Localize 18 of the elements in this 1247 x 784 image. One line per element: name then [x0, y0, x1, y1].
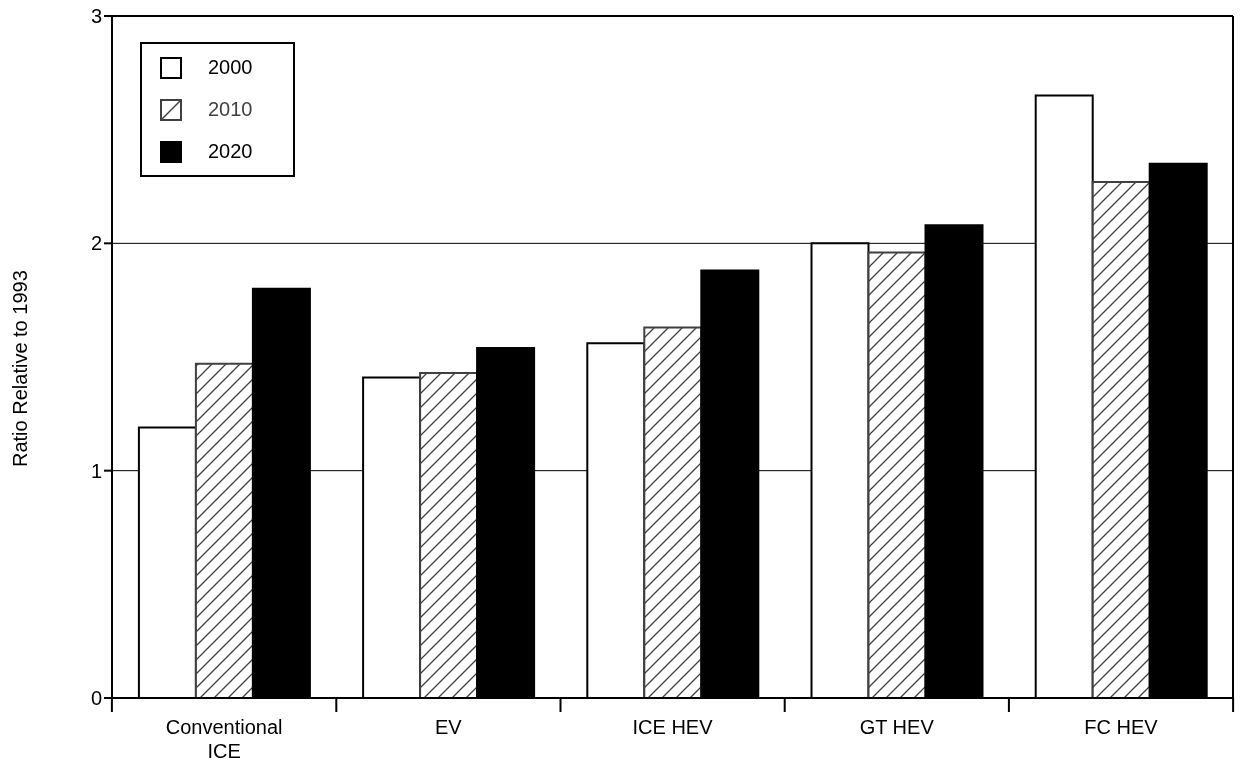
y-axis-title: Ratio Relative to 1993 [9, 270, 32, 467]
y-tick-label: 2 [90, 232, 102, 255]
x-tick-label: GT HEV [859, 716, 935, 738]
bar [194, 362, 254, 698]
bar [1091, 180, 1151, 698]
legend-label: 2000 [208, 56, 253, 79]
bar [643, 326, 703, 698]
legend-label: 2020 [208, 140, 253, 163]
x-tick-label: Conventional ICE [165, 716, 283, 762]
text: 2010 [208, 98, 253, 121]
y-tick-label: 3 [90, 5, 102, 28]
bar [867, 251, 927, 698]
y-tick-label: 1 [90, 459, 102, 482]
x-tick-label: ICE HEV [632, 716, 714, 738]
x-tick-label: EV [434, 716, 463, 738]
x-tick-label: FC HEV [1084, 716, 1159, 738]
bar [419, 371, 479, 698]
y-tick-label: 0 [90, 687, 102, 710]
